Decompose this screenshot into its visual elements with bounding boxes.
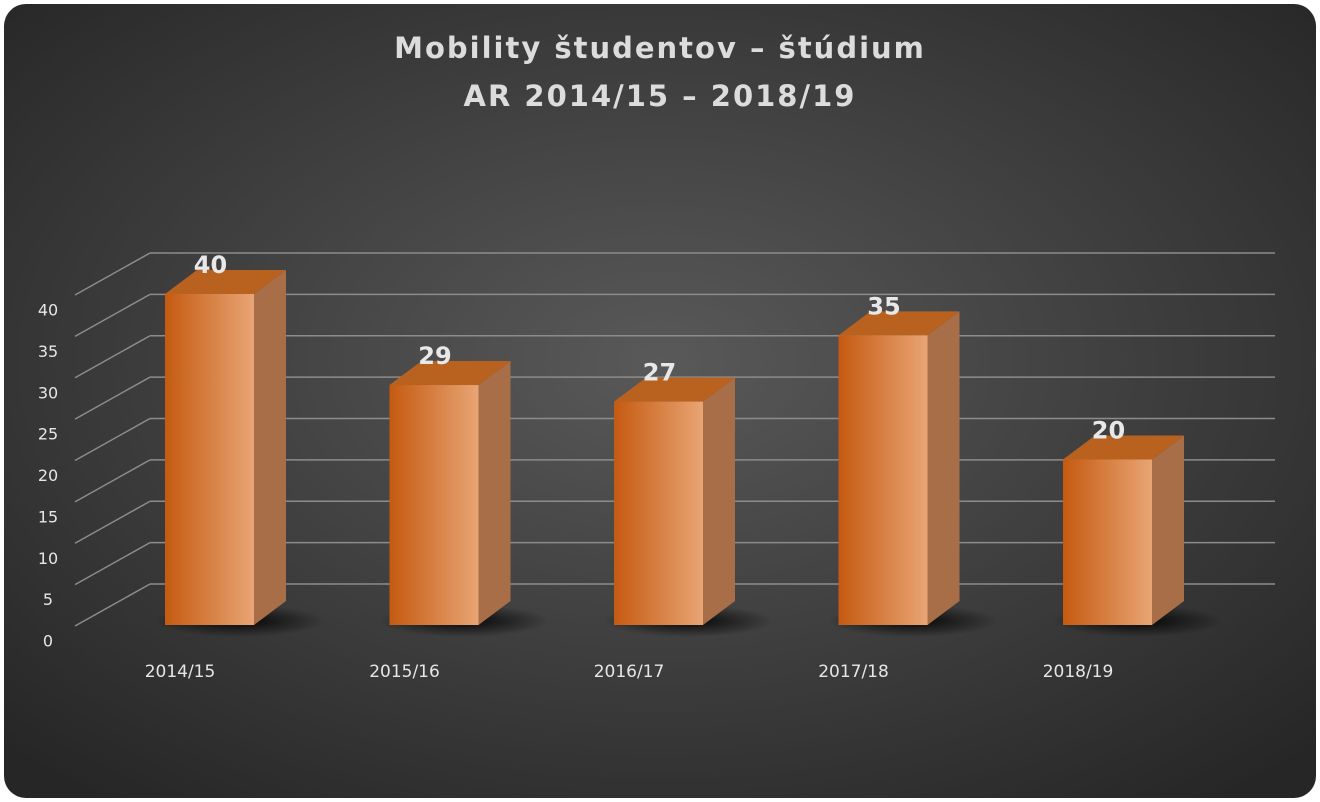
bar [165, 294, 254, 625]
bar [1063, 459, 1152, 625]
x-tick-label: 2014/15 [145, 662, 216, 682]
data-label: 20 [1092, 417, 1125, 445]
y-tick-label: 5 [43, 590, 53, 609]
chart-title: Mobility študentov – štúdium [394, 31, 926, 65]
data-label: 35 [867, 292, 900, 320]
grid-line-side [74, 459, 151, 503]
bar [838, 335, 928, 625]
x-tick-label: 2018/19 [1043, 662, 1114, 682]
y-tick-label: 35 [38, 342, 58, 361]
bar-side [478, 361, 511, 625]
y-tick-label: 25 [38, 425, 58, 444]
y-tick-label: 15 [38, 507, 58, 526]
bar-top [614, 377, 735, 402]
chart-subtitle: AR 2014/15 – 2018/19 [464, 79, 857, 113]
data-label: 40 [194, 251, 227, 279]
y-tick-label: 40 [38, 301, 58, 320]
bar-side [1152, 435, 1184, 625]
data-label: 27 [643, 359, 676, 387]
grid-line-side [74, 417, 151, 462]
x-tick-label: 2015/16 [369, 662, 440, 682]
x-tick-label: 2017/18 [818, 662, 889, 682]
bar-side [927, 311, 960, 625]
bar-side [254, 270, 286, 625]
y-tick-label: 30 [38, 383, 58, 402]
y-tick-label: 20 [38, 466, 58, 485]
grid-line-side [74, 500, 151, 544]
grid-line-side [74, 583, 151, 627]
grid-line-side [74, 252, 151, 296]
y-tick-label: 10 [38, 549, 58, 568]
bar [389, 385, 479, 625]
bar-top [838, 311, 960, 336]
bar-top [389, 361, 511, 386]
data-label: 29 [418, 342, 451, 370]
grid-line-side [74, 293, 151, 338]
grid-line-side [74, 335, 151, 379]
bar-top [1063, 435, 1184, 460]
bar-top [165, 270, 286, 294]
bar [614, 401, 703, 625]
grid-line-side [74, 541, 151, 586]
bar-side [703, 377, 735, 625]
x-tick-label: 2016/17 [594, 662, 665, 682]
y-tick-label: 0 [43, 632, 53, 651]
grid-line-side [74, 376, 151, 420]
